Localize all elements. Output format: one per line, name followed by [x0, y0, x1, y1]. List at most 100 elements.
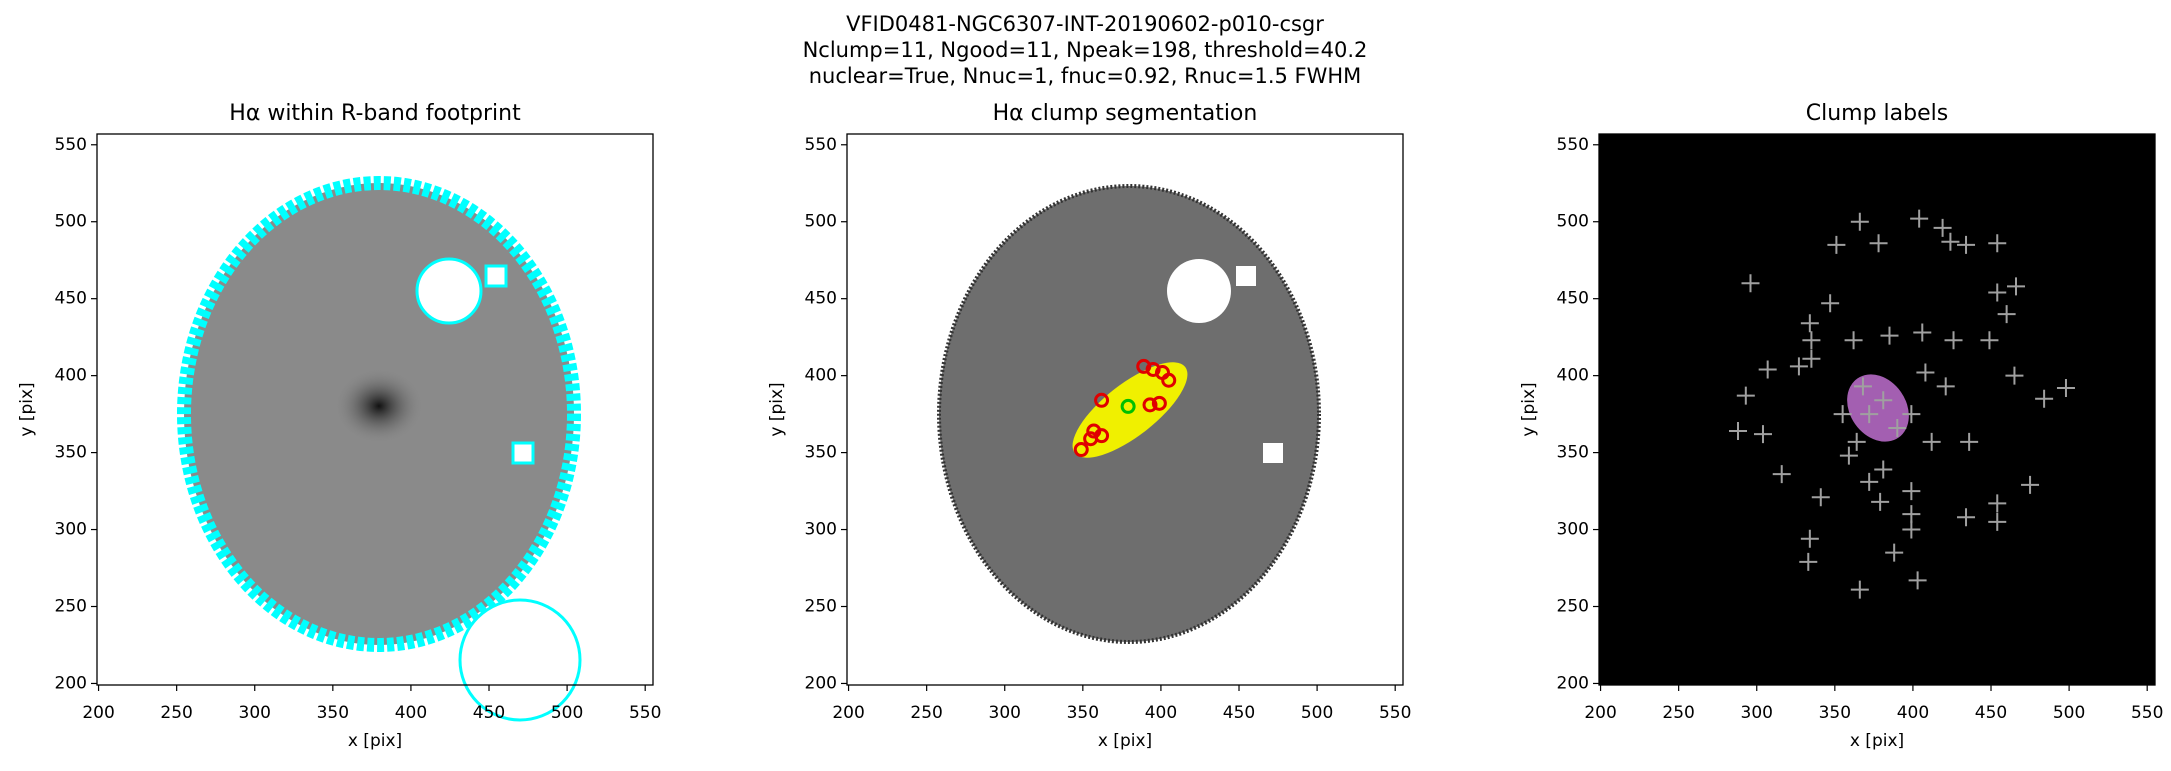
- x-tick-label: 450: [1975, 703, 2007, 723]
- peak-marker: [1874, 460, 1893, 479]
- figure-title: Nclump=11, Ngood=11, Npeak=198, threshol…: [803, 38, 1368, 62]
- peak-marker: [1916, 363, 1935, 382]
- peak-marker: [1902, 520, 1921, 539]
- x-tick-label: 200: [832, 703, 864, 723]
- x-tick-label: 200: [1584, 703, 1616, 723]
- x-tick-label: 300: [239, 703, 271, 723]
- clump-marker: [1120, 398, 1136, 414]
- y-tick-label: 450: [55, 289, 87, 309]
- y-tick-label: 500: [1557, 212, 1589, 232]
- panel-title: Hα within R-band footprint: [229, 101, 521, 126]
- x-tick-label: 550: [1379, 703, 1411, 723]
- clump-marker: [1094, 392, 1110, 408]
- peak-marker: [2005, 366, 2024, 385]
- peak-marker: [1800, 529, 1819, 548]
- peak-marker: [1980, 331, 1999, 350]
- x-tick-label: 300: [1741, 703, 1773, 723]
- peak-marker: [1844, 331, 1863, 350]
- peak-marker: [1941, 232, 1960, 251]
- peak-marker: [1847, 432, 1866, 451]
- x-axis-label: x [pix]: [348, 731, 402, 751]
- x-tick-label: 250: [160, 703, 192, 723]
- x-axis-label: x [pix]: [1850, 731, 1904, 751]
- clump-marker: [1142, 397, 1158, 413]
- peak-marker: [1988, 512, 2007, 531]
- peak-marker: [1860, 472, 1879, 491]
- panel-title: Clump labels: [1806, 101, 1948, 126]
- y-tick-label: 450: [805, 289, 837, 309]
- peak-marker: [1802, 349, 1821, 368]
- peak-marker: [1736, 386, 1755, 405]
- peak-marker: [1922, 432, 1941, 451]
- x-tick-label: 400: [395, 703, 427, 723]
- peak-marker: [2021, 475, 2040, 494]
- y-tick-label: 350: [1557, 443, 1589, 463]
- x-tick-label: 500: [2053, 703, 2085, 723]
- clump-marker: [1151, 395, 1167, 411]
- peak-marker: [1741, 274, 1760, 293]
- plot-frame: [1598, 133, 2156, 686]
- peak-marker: [1839, 446, 1858, 465]
- y-tick-label: 250: [1557, 597, 1589, 617]
- peak-marker: [1874, 391, 1893, 410]
- peak-marker: [1936, 377, 1955, 396]
- peak-marker: [1902, 505, 1921, 524]
- y-axis-label: y [pix]: [1519, 382, 1539, 436]
- x-tick-label: 550: [2131, 703, 2163, 723]
- y-tick-label: 550: [1557, 135, 1589, 155]
- plot-frame: [846, 133, 1404, 686]
- y-tick-label: 300: [805, 520, 837, 540]
- peak-marker: [1957, 235, 1976, 254]
- peak-marker: [1888, 418, 1907, 437]
- peak-marker: [1960, 432, 1979, 451]
- peak-marker: [1997, 305, 2016, 324]
- peak-marker: [1902, 405, 1921, 424]
- peak-marker: [1860, 405, 1879, 424]
- peak-marker: [1902, 482, 1921, 501]
- y-tick-label: 300: [1557, 520, 1589, 540]
- y-tick-label: 400: [805, 366, 837, 386]
- clump-marker: [1161, 372, 1177, 388]
- peak-marker: [1772, 465, 1791, 484]
- clump-marker: [1073, 442, 1089, 458]
- x-tick-label: 450: [473, 703, 505, 723]
- y-tick-label: 550: [805, 135, 837, 155]
- y-tick-label: 400: [55, 366, 87, 386]
- peak-marker: [1933, 218, 1952, 237]
- peak-marker: [1827, 235, 1846, 254]
- x-tick-label: 450: [1223, 703, 1255, 723]
- peak-marker: [1885, 543, 1904, 562]
- peak-marker: [1800, 314, 1819, 333]
- figure-title: VFID0481-NGC6307-INT-20190602-p010-csgr: [846, 12, 1324, 36]
- peak-marker: [1729, 422, 1747, 441]
- y-tick-label: 300: [55, 520, 87, 540]
- x-tick-label: 250: [910, 703, 942, 723]
- peak-marker: [1811, 488, 1830, 507]
- peak-marker: [1850, 212, 1869, 231]
- peak-marker: [1789, 357, 1808, 376]
- x-tick-label: 300: [989, 703, 1021, 723]
- peak-marker: [1913, 323, 1932, 342]
- y-tick-label: 200: [1557, 673, 1589, 693]
- x-tick-label: 550: [629, 703, 661, 723]
- peak-marker: [1908, 571, 1927, 590]
- y-axis-label: y [pix]: [17, 382, 37, 436]
- peak-marker: [1871, 492, 1890, 511]
- x-axis-label: x [pix]: [1098, 731, 1152, 751]
- image-layer: [177, 176, 582, 722]
- peak-marker: [1880, 326, 1899, 345]
- y-tick-label: 550: [55, 135, 87, 155]
- y-tick-label: 250: [805, 597, 837, 617]
- peak-marker: [2007, 277, 2025, 296]
- figure-title: nuclear=True, Nnuc=1, fnuc=0.92, Rnuc=1.…: [809, 64, 1362, 88]
- y-tick-label: 400: [1557, 366, 1589, 386]
- peak-marker: [1821, 294, 1840, 313]
- y-tick-label: 250: [55, 597, 87, 617]
- clump-marker: [1086, 423, 1102, 439]
- x-tick-label: 500: [1301, 703, 1333, 723]
- y-tick-label: 350: [55, 443, 87, 463]
- x-tick-label: 400: [1145, 703, 1177, 723]
- image-layer: [1599, 134, 2155, 685]
- y-tick-label: 450: [1557, 289, 1589, 309]
- x-tick-label: 400: [1897, 703, 1929, 723]
